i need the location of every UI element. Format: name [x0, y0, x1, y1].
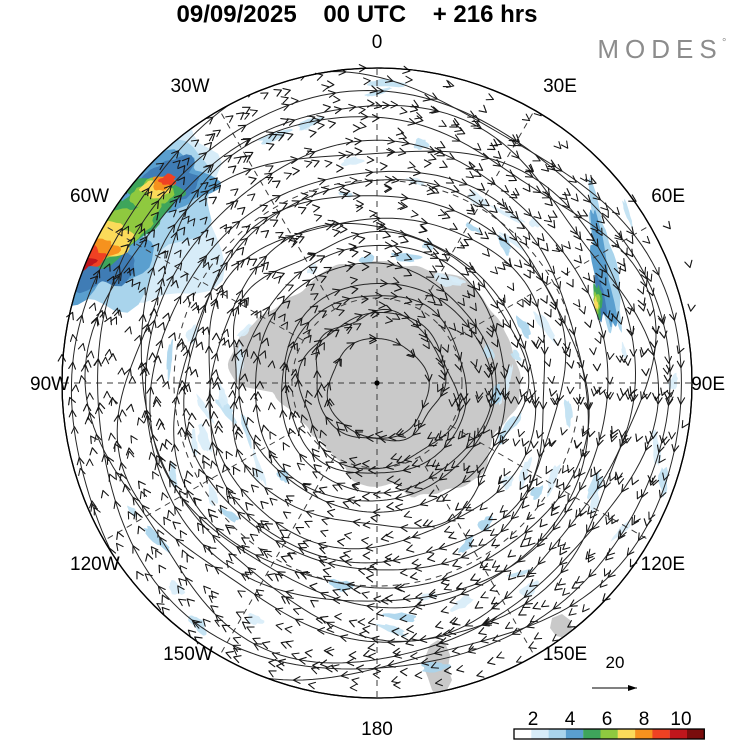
svg-text:150E: 150E: [543, 644, 587, 665]
svg-text:30E: 30E: [543, 76, 577, 97]
svg-text:60W: 60W: [70, 186, 109, 207]
svg-text:6: 6: [602, 709, 613, 730]
svg-text:90W: 90W: [30, 374, 69, 395]
svg-text:90E: 90E: [691, 374, 725, 395]
svg-text:120W: 120W: [70, 554, 120, 575]
svg-text:8: 8: [639, 709, 650, 730]
svg-text:2: 2: [528, 709, 539, 730]
svg-text:60E: 60E: [651, 186, 685, 207]
svg-text:120E: 120E: [641, 554, 685, 575]
svg-text:30W: 30W: [170, 76, 209, 97]
svg-text:0: 0: [372, 32, 383, 53]
svg-text:20: 20: [606, 653, 625, 672]
svg-text:°: °: [722, 37, 726, 49]
svg-text:09/09/2025 00 UTC + 216: 09/09/2025 00 UTC + 216 hrs: [177, 1, 538, 28]
svg-text:180: 180: [361, 719, 393, 740]
svg-text:150W: 150W: [163, 644, 213, 665]
svg-text:4: 4: [565, 709, 576, 730]
svg-text:10: 10: [670, 709, 691, 730]
svg-text:MODES: MODES: [597, 34, 722, 64]
